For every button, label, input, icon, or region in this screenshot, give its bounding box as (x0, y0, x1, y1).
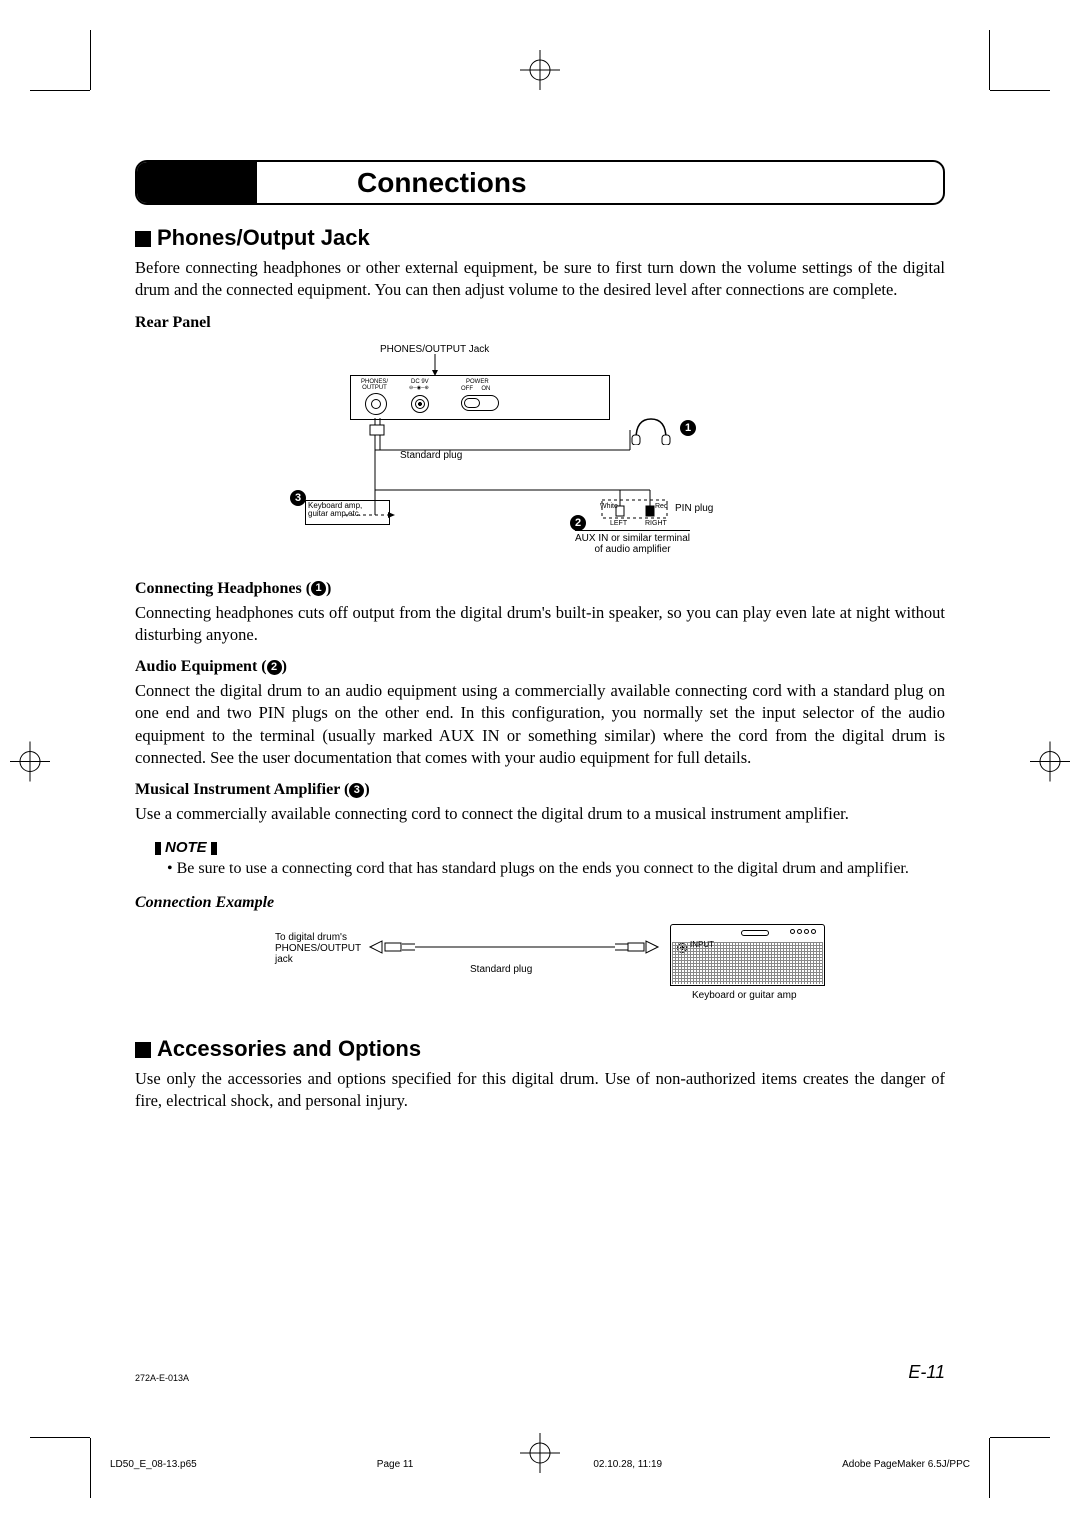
sub2-body: Connect the digital drum to an audio equ… (135, 680, 945, 769)
connection-example-heading: Connection Example (135, 894, 945, 912)
label-keyboard-amp: Keyboard amp, guitar amp,etc. (305, 500, 390, 525)
wiring-diagram (230, 340, 850, 560)
accessories-body: Use only the accessories and options spe… (135, 1068, 945, 1113)
label-standard-plug-2: Standard plug (470, 964, 532, 975)
section-heading-accessories: Accessories and Options (135, 1036, 945, 1062)
title-bar: Connections (135, 160, 945, 205)
registration-mark (520, 50, 560, 95)
footer-page-number: E-11 (908, 1362, 945, 1383)
label-input: INPUT (690, 940, 714, 949)
sub1-body: Connecting headphones cuts off output fr… (135, 602, 945, 647)
sub3-title: Musical Instrument Amplifier (3) (135, 781, 945, 799)
slug-page: Page 11 (377, 1459, 414, 1470)
crop-mark (990, 1437, 1050, 1438)
label-right: RIGHT (645, 520, 667, 527)
slug-file: LD50_E_08-13.p65 (110, 1459, 197, 1470)
registration-mark (10, 742, 50, 787)
crop-mark (989, 30, 990, 90)
title-tab (137, 162, 257, 203)
intro-text: Before connecting headphones or other ex… (135, 257, 945, 302)
connection-example-diagram: To digital drum's PHONES/OUTPUT jack Sta… (230, 922, 850, 1012)
note-heading: NOTE (155, 839, 945, 856)
label-red: Red (655, 503, 668, 510)
crop-mark (989, 1438, 990, 1498)
label-left: LEFT (610, 520, 627, 527)
sub2-title: Audio Equipment (2) (135, 658, 945, 676)
headphone-icon (630, 415, 672, 445)
sub3-body: Use a commercially available connecting … (135, 803, 945, 825)
crop-mark (30, 90, 90, 91)
sub1-title: Connecting Headphones (1) (135, 580, 945, 598)
section-heading-phones-output: Phones/Output Jack (135, 225, 945, 251)
slug-app: Adobe PageMaker 6.5J/PPC (842, 1459, 970, 1470)
label-standard-plug: Standard plug (400, 450, 462, 461)
crop-mark (90, 30, 91, 90)
registration-mark (1030, 742, 1070, 787)
heading-text: Phones/Output Jack (157, 225, 370, 250)
label-aux-in: AUX IN or similar terminal of audio ampl… (575, 530, 690, 555)
circled-2-icon: 2 (570, 515, 586, 531)
circled-1-icon: 1 (680, 420, 696, 436)
label-kbd-guitar-amp: Keyboard or guitar amp (692, 990, 797, 1001)
rear-panel-diagram: PHONES/OUTPUT Jack PHONES/ OUTPUT DC 9V … (230, 340, 850, 560)
crop-mark (90, 1438, 91, 1498)
label-white: White (600, 503, 618, 510)
page-content: Connections Phones/Output Jack Before co… (135, 160, 945, 1123)
label-pin-plug: PIN plug (675, 503, 713, 514)
page-title: Connections (257, 167, 527, 199)
crop-mark (30, 1437, 90, 1438)
slug-date: 02.10.28, 11:19 (593, 1459, 662, 1470)
note-body: • Be sure to use a connecting cord that … (167, 858, 945, 880)
rear-panel-label: Rear Panel (135, 314, 945, 332)
circled-3-icon: 3 (290, 490, 306, 506)
heading-text: Accessories and Options (157, 1036, 421, 1061)
footer-doc-code: 272A-E-013A (135, 1373, 189, 1383)
slug-line: LD50_E_08-13.p65 Page 11 02.10.28, 11:19… (110, 1459, 970, 1470)
crop-mark (990, 90, 1050, 91)
registration-mark (520, 1433, 560, 1478)
